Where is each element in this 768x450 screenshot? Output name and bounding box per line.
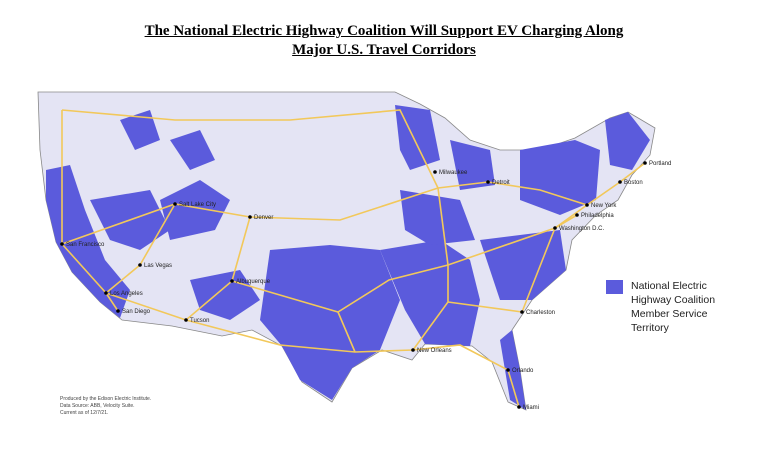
highways: [61, 109, 646, 408]
svg-text:Orlando: Orlando: [512, 368, 534, 374]
svg-text:Salt Lake City: Salt Lake City: [179, 202, 216, 208]
map-legend: National Electric Highway Coalition Memb…: [606, 279, 726, 335]
city-detroit: Detroit: [486, 180, 510, 186]
city-new-orleans: New Orleans: [411, 348, 452, 354]
city-portland: Portland: [643, 161, 671, 167]
svg-text:New York: New York: [591, 203, 617, 209]
svg-text:Boston: Boston: [624, 180, 643, 186]
legend-swatch: [606, 280, 623, 294]
svg-text:Milwaukee: Milwaukee: [439, 170, 468, 176]
svg-text:Denver: Denver: [254, 215, 273, 221]
city-charleston: Charleston: [520, 310, 555, 316]
svg-text:Miami: Miami: [523, 405, 539, 411]
city-tucson: Tucson: [184, 318, 209, 324]
city-philadelphia: Philadelphia: [575, 213, 614, 219]
svg-text:Washington D.C.: Washington D.C.: [559, 226, 604, 232]
svg-text:Las Vegas: Las Vegas: [144, 263, 172, 269]
city-miami: Miami: [517, 405, 539, 411]
title-line-2: Major U.S. Travel Corridors: [292, 42, 476, 58]
svg-text:Albuquerque: Albuquerque: [236, 279, 271, 285]
map-title: The National Electric Highway Coalition …: [0, 22, 768, 60]
credit-producer: Produced by the Edison Electric Institut…: [60, 396, 152, 402]
city-san-diego: San Diego: [116, 309, 151, 315]
svg-text:Los Angeles: Los Angeles: [110, 291, 143, 297]
legend-label: National Electric Highway Coalition Memb…: [631, 280, 716, 334]
svg-text:Charleston: Charleston: [526, 310, 555, 316]
city-salt-lake-city: Salt Lake City: [173, 202, 216, 208]
city-los-angeles: Los Angeles: [104, 291, 143, 297]
city-denver: Denver: [248, 215, 273, 221]
city-new-york: New York: [585, 203, 617, 209]
svg-text:Detroit: Detroit: [492, 180, 510, 186]
city-markers: Portland Boston New York Philadelphia Wa…: [60, 161, 671, 411]
city-san-francisco: San Francisco: [60, 242, 105, 248]
credit-source: Data Source: ABB, Velocity Suite.: [60, 403, 135, 409]
title-line-1: The National Electric Highway Coalition …: [144, 23, 624, 39]
svg-text:Tucson: Tucson: [190, 318, 209, 324]
city-milwaukee: Milwaukee: [433, 170, 468, 176]
city-las-vegas: Las Vegas: [138, 263, 172, 269]
svg-text:Portland: Portland: [649, 161, 671, 167]
city-orlando: Orlando: [506, 368, 534, 374]
map-credits: Produced by the Edison Electric Institut…: [60, 396, 151, 417]
svg-text:Philadelphia: Philadelphia: [581, 213, 614, 219]
svg-text:New Orleans: New Orleans: [417, 348, 452, 354]
city-boston: Boston: [618, 180, 643, 186]
svg-text:San Diego: San Diego: [122, 309, 151, 315]
city-albuquerque: Albuquerque: [230, 279, 271, 285]
credit-date: Current as of 12/7/21.: [60, 410, 109, 416]
city-washington-dc: Washington D.C.: [553, 226, 604, 232]
svg-text:San Francisco: San Francisco: [66, 242, 105, 248]
